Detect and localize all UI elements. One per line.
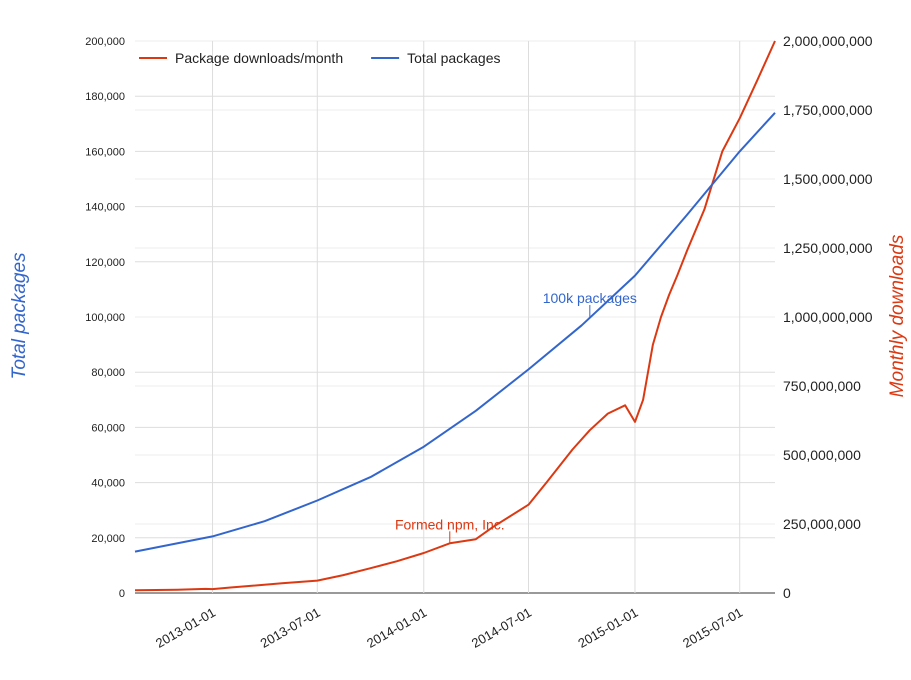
right-axis-title: Monthly downloads [887, 234, 908, 397]
x-tick-label: 2013-07-01 [258, 605, 323, 651]
left-tick-label: 0 [119, 588, 125, 600]
right-tick-label: 2,000,000,000 [783, 33, 873, 49]
legend: Package downloads/month Total packages [139, 50, 501, 66]
right-tick-label: 750,000,000 [783, 378, 861, 394]
left-tick-label: 160,000 [85, 146, 125, 158]
x-tick-label: 2015-07-01 [680, 605, 745, 651]
right-tick-label: 1,250,000,000 [783, 240, 873, 256]
legend-label[interactable]: Total packages [407, 50, 500, 66]
left-axis-title: Total packages [9, 252, 30, 380]
x-tick-label: 2013-01-01 [153, 605, 218, 651]
series-lines [134, 40, 776, 592]
right-axis-ticks: 0 250,000,000 500,000,000 750,000,000 1,000,… [783, 33, 873, 601]
left-tick-label: 40,000 [91, 478, 125, 490]
annotation-label: Formed npm, Inc. [395, 516, 505, 532]
grid [135, 40, 775, 594]
legend-label[interactable]: Package downloads/month [175, 50, 343, 66]
right-tick-label: 500,000,000 [783, 447, 861, 463]
left-tick-label: 140,000 [85, 202, 125, 214]
series-line [134, 112, 776, 553]
left-tick-label: 100,000 [85, 312, 125, 324]
right-tick-label: 0 [783, 585, 791, 601]
left-axis-ticks: 0 20,000 40,000 60,000 80,000 100,000 120,000 1… [85, 36, 125, 600]
left-tick-label: 120,000 [85, 257, 125, 269]
x-tick-label: 2014-01-01 [364, 605, 429, 651]
x-tick-label: 2015-01-01 [575, 605, 640, 651]
right-tick-label: 1,000,000,000 [783, 309, 873, 325]
left-tick-label: 80,000 [91, 367, 125, 379]
x-axis-ticks: 2013-01-01 2013-07-01 2014-01-01 2014-07-01… [153, 605, 745, 651]
annotation-label: 100k packages [543, 290, 637, 306]
x-tick-label: 2014-07-01 [469, 605, 534, 651]
left-tick-label: 180,000 [85, 91, 125, 103]
right-tick-label: 1,500,000,000 [783, 171, 873, 187]
left-tick-label: 60,000 [91, 422, 125, 434]
right-tick-label: 1,750,000,000 [783, 102, 873, 118]
left-tick-label: 200,000 [85, 36, 125, 48]
right-tick-label: 250,000,000 [783, 516, 861, 532]
series-line [134, 40, 776, 592]
left-tick-label: 20,000 [91, 533, 125, 545]
annotations: Formed npm, Inc. 100k packages [395, 290, 637, 544]
